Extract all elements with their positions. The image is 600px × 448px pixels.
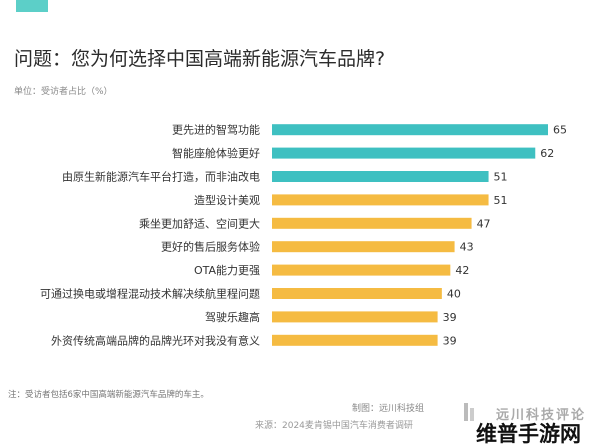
value-label: 43 [460, 241, 474, 254]
value-label: 39 [443, 334, 457, 347]
category-label: 可通过换电或增程混动技术解决续航里程问题 [40, 287, 260, 301]
bar [272, 288, 442, 299]
category-label: 由原生新能源汽车平台打造，而非油改电 [62, 170, 260, 184]
footnote: 注：受访者包括6家中国高端新能源汽车品牌的车主。 [8, 390, 209, 400]
category-label: 乘坐更加舒适、空间更大 [139, 216, 260, 230]
source-note: 来源：2024麦肯锡中国汽车消费者调研 [255, 421, 413, 431]
category-label: OTA能力更强 [194, 263, 260, 277]
bar-chart: 更先进的智驾功能 65 智能座舱体验更好 62 由原生新能源汽车平台打造，而非油改电 51… [40, 123, 567, 348]
category-label: 更好的售后服务体验 [161, 240, 260, 254]
category-label: 智能座舱体验更好 [172, 146, 260, 160]
bar [272, 264, 451, 276]
category-label: 更先进的智驾功能 [172, 123, 260, 137]
value-label: 39 [443, 311, 457, 324]
logo-icon [464, 403, 474, 421]
site-watermark: 维普手游网 [476, 422, 581, 446]
bar [272, 217, 472, 229]
unit-label: 单位：受访者占比（%） [14, 87, 113, 97]
value-label: 40 [447, 288, 461, 301]
value-label: 51 [494, 171, 508, 184]
value-label: 62 [540, 147, 554, 160]
chart-maker: 制图：远川科技组 [352, 404, 425, 414]
bar [272, 147, 536, 159]
bar [272, 124, 548, 136]
brand-logo-text: 远川科技评论 [496, 408, 587, 423]
value-label: 42 [455, 264, 469, 277]
top-accent-bar [16, 0, 48, 12]
bar [272, 334, 438, 346]
bar [272, 241, 455, 253]
bar [272, 194, 489, 206]
category-label: 驾驶乐趣高 [205, 310, 260, 324]
bar [272, 311, 438, 323]
category-label: 外资传统高端品牌的品牌光环对我没有意义 [51, 333, 260, 347]
category-label: 造型设计美观 [194, 193, 260, 207]
value-label: 51 [494, 194, 508, 207]
value-label: 47 [477, 217, 491, 230]
bar [272, 171, 489, 182]
chart-title: 问题：您为何选择中国高端新能源汽车品牌? [14, 48, 386, 70]
value-label: 65 [553, 124, 567, 137]
